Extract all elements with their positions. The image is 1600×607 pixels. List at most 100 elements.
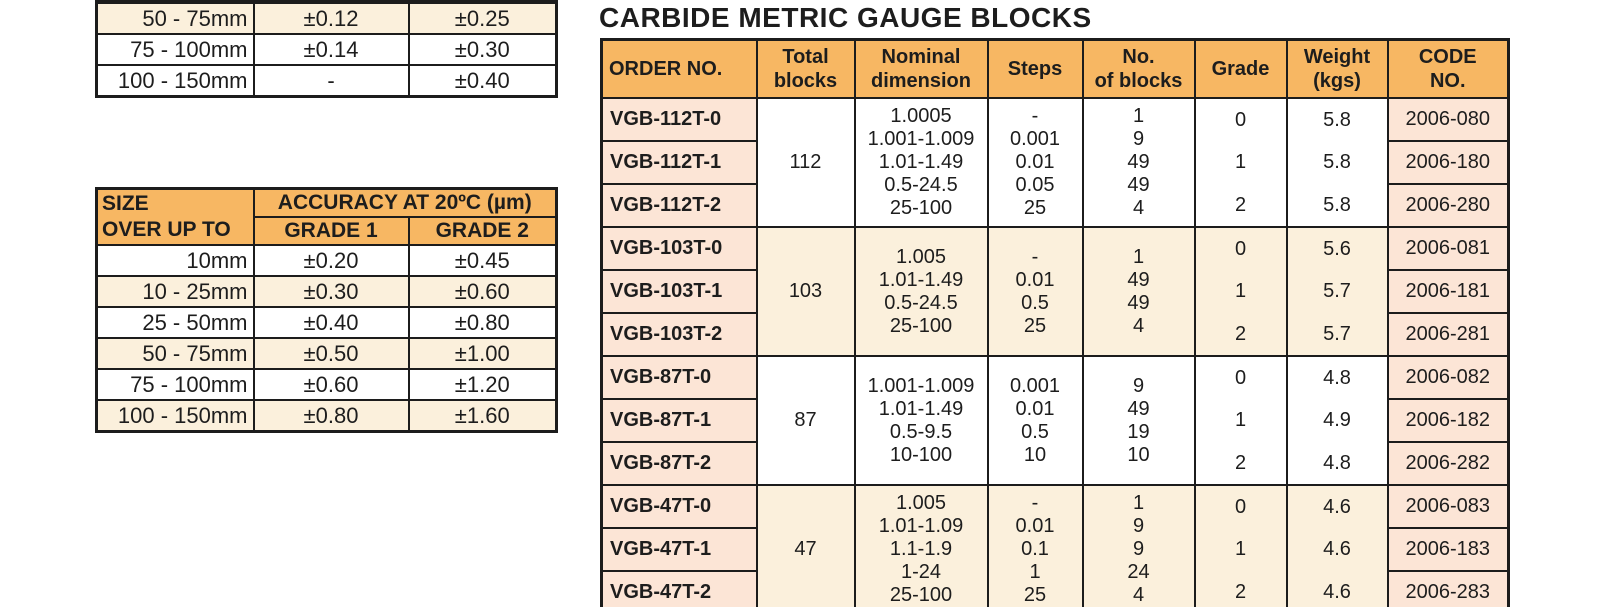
table-row: 75 - 100mm ±0.14 ±0.30 [95,33,558,66]
table-row: 50 - 75mm ±0.12 ±0.25 [95,1,558,35]
weight-cell: 5.7 [1285,313,1389,357]
steps-cell: 0.001 0.01 0.5 10 [986,355,1084,486]
page-title: CARBIDE METRIC GAUGE BLOCKS [599,2,1092,33]
weight-cell: 4.8 [1285,355,1389,400]
table-row: VGB-87T-1 1 4.9 2006-182 [600,398,1510,443]
nominal-dimension-cell: 1.001-1.009 1.01-1.49 0.5-9.5 10-100 [853,355,989,486]
order-no-cell: VGB-87T-1 [600,398,758,443]
table-header-row: SIZE OVER UP TO ACCURACY AT 20ºC (µm) [95,187,558,246]
weight-cell: 4.6 [1285,484,1389,529]
grade1-value-cell: ±0.30 [252,275,410,308]
table-row: 100 - 150mm ±0.80 ±1.60 [95,399,558,433]
grade-cell: 2 [1193,313,1288,357]
grade1-value-cell: - [252,64,410,98]
size-range-cell: 25 - 50mm [95,306,255,339]
order-no-cell: VGB-112T-1 [600,140,758,185]
order-no-cell: VGB-103T-1 [600,269,758,314]
table-row: 10 - 25mm ±0.30 ±0.60 [95,275,558,308]
grade2-value-cell: ±1.60 [407,399,558,433]
code-no-cell: 2006-083 [1386,484,1510,529]
weight-cell: 5.8 [1285,141,1389,185]
total-blocks-cell: 47 [755,484,856,607]
table-row: VGB-47T-0 47 1.005 1.01-1.09 1.1-1.9 1-2… [600,484,1510,607]
grade-cell: 0 [1193,97,1288,142]
grade1-value-cell: ±0.12 [252,1,410,35]
grade-header: Grade [1193,38,1288,99]
code-no-cell: 2006-282 [1386,441,1510,486]
grade-cell: 1 [1193,528,1288,572]
steps-cell: - 0.01 0.1 1 25 [986,484,1084,607]
grade1-value-cell: ±0.80 [252,399,410,433]
code-no-cell: 2006-082 [1386,355,1510,400]
table-row: VGB-103T-0 103 1.005 1.01-1.49 0.5-24.5 … [600,226,1510,357]
order-no-cell: VGB-87T-2 [600,441,758,486]
grade1-value-cell: ±0.40 [252,306,410,339]
carbide-gauge-blocks-table: ORDER NO. Total blocks Nominal dimension… [600,38,1510,607]
table-row: VGB-103T-1 1 5.7 2006-181 [600,269,1510,314]
code-no-cell: 2006-181 [1386,269,1510,314]
table-row: VGB-112T-1 1 5.8 2006-180 [600,140,1510,185]
grade-cell: 0 [1193,484,1288,529]
no-of-blocks-cell: 1 9 9 24 4 [1081,484,1196,607]
table-row: VGB-87T-2 2 4.8 2006-282 [600,441,1510,486]
code-no-header: CODE NO. [1386,38,1510,99]
order-no-cell: VGB-87T-0 [600,355,758,400]
nominal-dimension-header: Nominal dimension [853,38,989,99]
code-no-cell: 2006-283 [1386,570,1510,607]
table-row: 100 - 150mm - ±0.40 [95,64,558,98]
size-range-cell: 75 - 100mm [95,368,255,401]
grade1-value-cell: ±0.50 [252,337,410,370]
steps-cell: - 0.01 0.5 25 [986,226,1084,357]
accuracy-at-20c-header: ACCURACY AT 20ºC (µm) [252,187,558,218]
table-row: VGB-112T-0 112 1.0005 1.001-1.009 1.01-1… [600,97,1510,228]
grade2-value-cell: ±0.45 [407,244,558,277]
table-row: VGB-47T-1 1 4.6 2006-183 [600,527,1510,572]
grade2-value-cell: ±0.80 [407,306,558,339]
weight-cell: 4.6 [1285,571,1389,607]
grade2-value-cell: ±0.25 [407,1,558,35]
nominal-dimension-cell: 1.0005 1.001-1.009 1.01-1.49 0.5-24.5 25… [853,97,989,228]
table-header-row: ORDER NO. Total blocks Nominal dimension… [600,38,1510,99]
weight-cell: 4.8 [1285,442,1389,486]
grade1-header: GRADE 1 [252,216,410,246]
grade1-value-cell: ±0.20 [252,244,410,277]
no-of-blocks-cell: 9 49 19 10 [1081,355,1196,486]
weight-cell: 5.6 [1285,226,1389,271]
table-row: VGB-112T-2 2 5.8 2006-280 [600,183,1510,228]
steps-header: Steps [986,38,1084,99]
no-of-blocks-cell: 1 9 49 49 4 [1081,97,1196,228]
limits-table-partial: 50 - 75mm ±0.12 ±0.25 75 - 100mm ±0.14 ±… [95,0,558,98]
order-no-header: ORDER NO. [600,38,758,99]
size-range-cell: 50 - 75mm [95,337,255,370]
size-range-cell: 75 - 100mm [95,33,255,66]
order-no-cell: VGB-103T-0 [600,226,758,271]
grade-cell: 1 [1193,399,1288,443]
total-blocks-cell: 87 [755,355,856,486]
code-no-cell: 2006-080 [1386,97,1510,142]
weight-cell: 4.9 [1285,399,1389,443]
order-no-cell: VGB-47T-0 [600,484,758,529]
code-no-cell: 2006-182 [1386,398,1510,443]
table-header-row: GRADE 1 GRADE 2 [97,216,558,246]
weight-cell: 5.8 [1285,97,1389,142]
size-over-up-to-header: SIZE OVER UP TO [95,187,255,246]
accuracy-table: SIZE OVER UP TO ACCURACY AT 20ºC (µm) GR… [95,187,558,433]
table-row: 10mm ±0.20 ±0.45 [95,244,558,277]
steps-cell: - 0.001 0.01 0.05 25 [986,97,1084,228]
total-blocks-cell: 112 [755,97,856,228]
grade-cell: 1 [1193,141,1288,185]
order-no-cell: VGB-47T-1 [600,527,758,572]
code-no-cell: 2006-183 [1386,527,1510,572]
grade-cell: 0 [1193,226,1288,271]
table-row: VGB-103T-2 2 5.7 2006-281 [600,312,1510,357]
order-no-cell: VGB-47T-2 [600,570,758,607]
grade2-value-cell: ±1.00 [407,337,558,370]
code-no-cell: 2006-280 [1386,183,1510,228]
total-blocks-header: Total blocks [755,38,856,99]
grade2-value-cell: ±1.20 [407,368,558,401]
size-range-cell: 100 - 150mm [95,64,255,98]
grade-cell: 2 [1193,571,1288,607]
grade1-value-cell: ±0.60 [252,368,410,401]
weight-cell: 5.8 [1285,184,1389,228]
